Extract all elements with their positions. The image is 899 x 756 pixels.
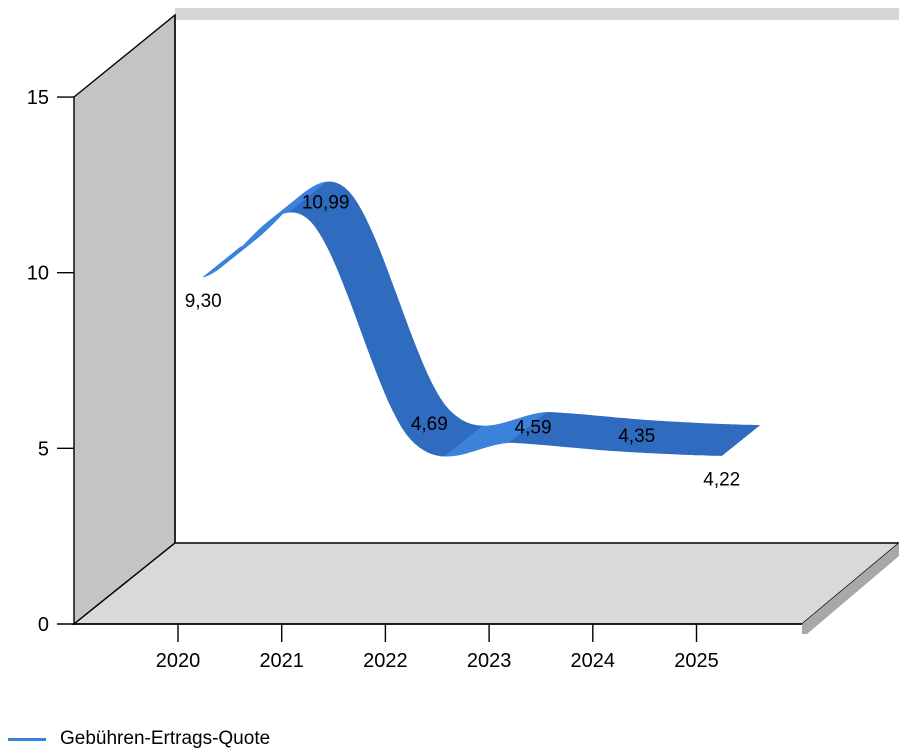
x-tick-label: 2025 bbox=[674, 650, 719, 672]
series-ribbon bbox=[203, 181, 761, 457]
back-wall-shadow bbox=[175, 8, 899, 20]
legend: Gebühren-Ertrags-Quote bbox=[8, 728, 270, 750]
data-label: 10,99 bbox=[302, 193, 350, 214]
x-tick-label: 2020 bbox=[156, 650, 201, 672]
legend-swatch bbox=[8, 737, 46, 741]
x-tick-label: 2024 bbox=[571, 650, 616, 672]
data-labels: 9,30 10,99 4,69 4,59 4,35 4,22 bbox=[185, 193, 740, 491]
x-tick-label: 2021 bbox=[259, 650, 304, 672]
data-label: 4,22 bbox=[703, 470, 740, 491]
x-tick-label: 2023 bbox=[467, 650, 512, 672]
data-label: 4,69 bbox=[411, 414, 448, 435]
y-tick-label: 15 bbox=[27, 87, 49, 109]
floor bbox=[72, 542, 899, 625]
data-label: 9,30 bbox=[185, 291, 222, 312]
x-tick-label: 2022 bbox=[363, 650, 408, 672]
y-tick-label: 5 bbox=[38, 438, 49, 460]
x-axis: 2020 2021 2022 2023 2024 2025 bbox=[74, 623, 802, 672]
left-wall bbox=[73, 13, 176, 626]
data-label: 4,59 bbox=[515, 418, 552, 439]
y-tick-label: 0 bbox=[38, 614, 49, 636]
y-tick-label: 10 bbox=[27, 263, 49, 285]
y-axis: 0 5 10 15 bbox=[27, 87, 74, 636]
ribbon-segment bbox=[716, 424, 761, 456]
floor-shadow bbox=[802, 543, 899, 634]
legend-label: Gebühren-Ertrags-Quote bbox=[60, 728, 271, 749]
data-label: 4,35 bbox=[618, 426, 655, 447]
